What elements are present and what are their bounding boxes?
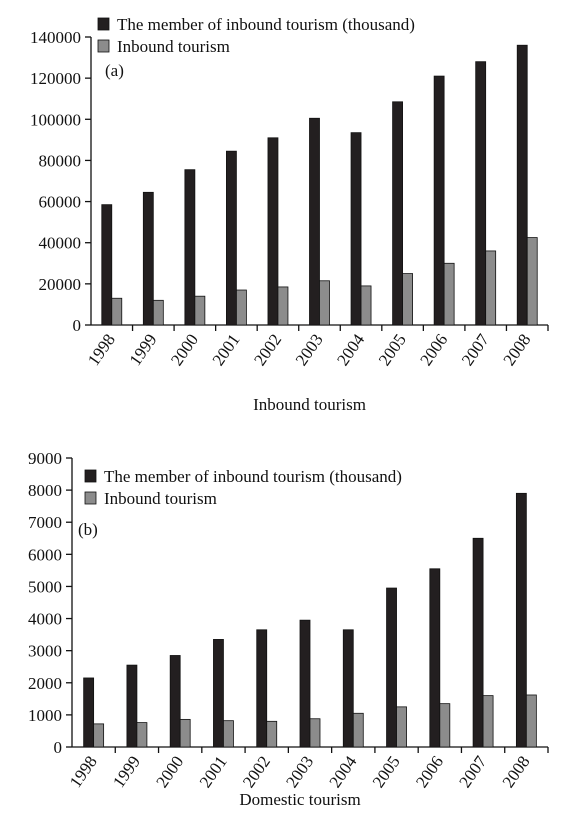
bar-inbound-2004 bbox=[352, 712, 364, 748]
bar-member-2008 bbox=[515, 492, 527, 748]
bar-member-2006 bbox=[433, 75, 445, 326]
bar-member-2001 bbox=[213, 639, 224, 748]
bar-member-2006 bbox=[429, 568, 441, 748]
bar-inbound-1998 bbox=[93, 723, 105, 748]
x-tick-label: 2003 bbox=[292, 330, 327, 369]
bar-inbound-2008 bbox=[525, 694, 537, 748]
bar-inbound-2001 bbox=[236, 289, 247, 326]
bar-inbound-1999 bbox=[152, 299, 164, 326]
bar-inbound-2008 bbox=[526, 237, 538, 326]
x-tick-label: 2002 bbox=[239, 752, 274, 791]
x-tick-label: 1998 bbox=[66, 752, 101, 791]
bar-member-2003 bbox=[309, 117, 320, 326]
x-tick-label: 2007 bbox=[455, 752, 490, 791]
x-tick-label: 1999 bbox=[126, 330, 161, 369]
x-tick-label: 2006 bbox=[416, 330, 451, 369]
chart-panel-b: 0 1000 2000 3000 4000 5000 6000 7000 8000 9000 199… bbox=[28, 449, 549, 809]
bar-member-2000 bbox=[184, 169, 196, 326]
bar-member-2003 bbox=[299, 619, 311, 748]
x-tick-label: 2008 bbox=[499, 330, 534, 369]
bar-inbound-2000 bbox=[194, 295, 206, 326]
y-tick-label: 60000 bbox=[39, 193, 82, 212]
bar-member-1998 bbox=[83, 677, 95, 748]
y-tick-label: 2000 bbox=[28, 674, 62, 693]
y-tick-label: 4000 bbox=[28, 610, 62, 629]
y-tick-label: 8000 bbox=[28, 481, 62, 500]
y-tick-label: 120000 bbox=[30, 69, 81, 88]
y-tick-label: 100000 bbox=[30, 110, 81, 129]
legend-swatch bbox=[84, 491, 97, 505]
legend-swatch bbox=[97, 39, 110, 53]
bar-inbound-2006 bbox=[439, 703, 451, 748]
y-tick-label: 5000 bbox=[28, 577, 62, 596]
y-tick-label: 140000 bbox=[30, 28, 81, 47]
x-tick-label: 2003 bbox=[282, 752, 317, 791]
bar-member-2007 bbox=[472, 537, 484, 748]
y-tick-label: 1000 bbox=[28, 706, 62, 725]
panel-label: (a) bbox=[105, 61, 124, 80]
x-tick-label: 2000 bbox=[167, 330, 202, 369]
bar-member-1999 bbox=[142, 191, 154, 326]
legend-label: Inbound tourism bbox=[117, 37, 230, 56]
bar-inbound-2000 bbox=[179, 718, 191, 748]
bar-member-2005 bbox=[386, 587, 397, 748]
x-tick-label: 2007 bbox=[458, 330, 493, 369]
x-tick-label: 2006 bbox=[412, 752, 447, 791]
legend-label: Inbound tourism bbox=[104, 489, 217, 508]
x-tick-label: 2000 bbox=[152, 752, 187, 791]
x-tick-label: 2004 bbox=[333, 330, 368, 369]
x-tick-label: 2005 bbox=[369, 752, 404, 791]
x-axis-label: Domestic tourism bbox=[239, 790, 360, 809]
bar-inbound-2003 bbox=[309, 718, 321, 748]
bar-inbound-2002 bbox=[266, 720, 278, 748]
bar-inbound-2005 bbox=[402, 273, 413, 326]
x-tick-label: 2001 bbox=[209, 330, 244, 369]
bar-inbound-2001 bbox=[223, 720, 234, 748]
bar-member-2000 bbox=[169, 655, 181, 748]
bar-inbound-2006 bbox=[443, 262, 455, 326]
bar-member-1998 bbox=[101, 204, 113, 326]
bar-member-2004 bbox=[342, 629, 354, 748]
x-tick-label: 1998 bbox=[84, 330, 119, 369]
bar-inbound-2002 bbox=[277, 286, 289, 326]
bar-member-2002 bbox=[267, 137, 279, 326]
bar-inbound-2003 bbox=[319, 280, 330, 326]
bar-member-2001 bbox=[226, 150, 237, 326]
x-axis-label: Inbound tourism bbox=[253, 395, 366, 414]
panel-label: (b) bbox=[78, 520, 98, 539]
bar-inbound-2007 bbox=[485, 250, 497, 326]
bar-inbound-2004 bbox=[360, 285, 372, 326]
bar-member-2002 bbox=[256, 629, 268, 748]
y-tick-label: 6000 bbox=[28, 545, 62, 564]
legend-label: The member of inbound tourism (thousand) bbox=[104, 467, 402, 486]
bar-member-2008 bbox=[516, 44, 528, 326]
bar-member-1999 bbox=[126, 664, 138, 748]
x-tick-label: 2001 bbox=[196, 752, 231, 791]
x-tick-label: 2008 bbox=[499, 752, 534, 791]
y-tick-label: 0 bbox=[54, 738, 63, 757]
y-tick-label: 20000 bbox=[39, 275, 82, 294]
bar-inbound-2007 bbox=[482, 695, 494, 748]
y-tick-label: 7000 bbox=[28, 513, 62, 532]
legend-swatch bbox=[97, 17, 110, 31]
bar-inbound-1998 bbox=[111, 297, 123, 326]
x-tick-label: 2002 bbox=[250, 330, 285, 369]
bar-member-2007 bbox=[475, 61, 487, 326]
chart-panel-a: 0 20000 40000 60000 80000 100000 120000 140000 1… bbox=[30, 15, 549, 414]
bar-inbound-2005 bbox=[396, 706, 407, 748]
y-tick-label: 40000 bbox=[39, 234, 82, 253]
x-tick-label: 2005 bbox=[375, 330, 410, 369]
bar-member-2005 bbox=[392, 101, 403, 326]
legend-label: The member of inbound tourism (thousand) bbox=[117, 15, 415, 34]
x-tick-label: 1999 bbox=[109, 752, 144, 791]
bar-member-2004 bbox=[350, 132, 362, 326]
x-tick-label: 2004 bbox=[325, 752, 360, 791]
y-tick-label: 0 bbox=[73, 316, 82, 335]
y-tick-label: 80000 bbox=[39, 151, 82, 170]
y-tick-label: 3000 bbox=[28, 642, 62, 661]
y-tick-label: 9000 bbox=[28, 449, 62, 468]
legend-swatch bbox=[84, 469, 97, 483]
bar-inbound-1999 bbox=[136, 722, 148, 748]
